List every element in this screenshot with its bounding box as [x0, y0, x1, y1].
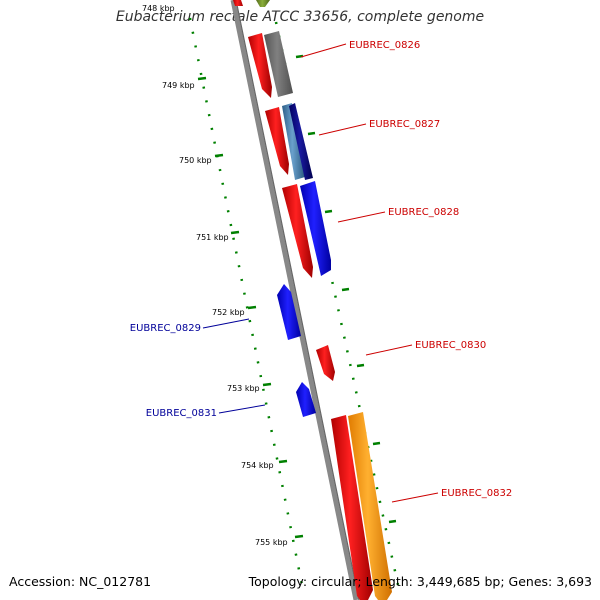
gene-label-0826[interactable]: EUBREC_0826: [349, 40, 420, 51]
gene-feature-gray: [264, 31, 293, 97]
gene-feature-top-olive: [256, 0, 270, 7]
gene-label-0832[interactable]: EUBREC_0832: [441, 488, 512, 499]
gene-feature-orange: [348, 412, 392, 600]
gene-arrow-0826: [248, 33, 272, 98]
leader-line-0832: [391, 492, 439, 503]
leader-line-0827: [318, 123, 367, 136]
tick-label: 751 kbp: [196, 233, 229, 242]
genome-summary-label: Topology: circular; Length: 3,449,685 bp…: [248, 574, 592, 589]
gene-label-0830[interactable]: EUBREC_0830: [415, 340, 486, 351]
accession-label: Accession: NC_012781: [9, 574, 152, 589]
leader-line-0828: [337, 211, 386, 223]
tick-marks-inner: [295, 54, 397, 524]
tick-marks-outer: [197, 76, 304, 539]
leader-line-0826: [300, 43, 347, 58]
gene-arrow-0830: [316, 345, 335, 381]
gene-feature-steelblue: [282, 103, 305, 180]
map-title: Eubacterium rectale ATCC 33656, complete…: [115, 9, 485, 25]
gene-arrow-0829: [277, 284, 301, 340]
gene-arrow-0828-red: [282, 184, 313, 278]
tick-label: 755 kbp: [255, 538, 288, 547]
gene-feature-top-red: [233, 0, 243, 6]
tick-label: 752 kbp: [212, 308, 245, 317]
tick-label: 750 kbp: [179, 156, 212, 165]
tick-label: 753 kbp: [227, 384, 260, 393]
gene-label-0829[interactable]: EUBREC_0829: [130, 323, 201, 334]
gene-label-0827[interactable]: EUBREC_0827: [369, 119, 440, 130]
tick-label: 749 kbp: [162, 81, 195, 90]
genome-backbone-shadow: [235, 0, 360, 600]
gene-label-0828[interactable]: EUBREC_0828: [388, 207, 459, 218]
tick-label: 754 kbp: [241, 461, 274, 470]
gene-arrow-0828-blue: [300, 181, 331, 276]
gene-label-0831[interactable]: EUBREC_0831: [146, 408, 217, 419]
tick-label: 748 kbp: [142, 4, 175, 13]
gene-feature-navy: [289, 103, 313, 180]
gene-arrow-0827: [265, 107, 289, 175]
leader-line-0831: [218, 404, 266, 414]
leader-line-0830: [365, 344, 413, 356]
genome-backbone: [230, 0, 359, 600]
gene-arrow-0831: [296, 382, 316, 417]
gene-arrow-0832: [331, 415, 373, 600]
leader-line-0829: [202, 318, 250, 329]
